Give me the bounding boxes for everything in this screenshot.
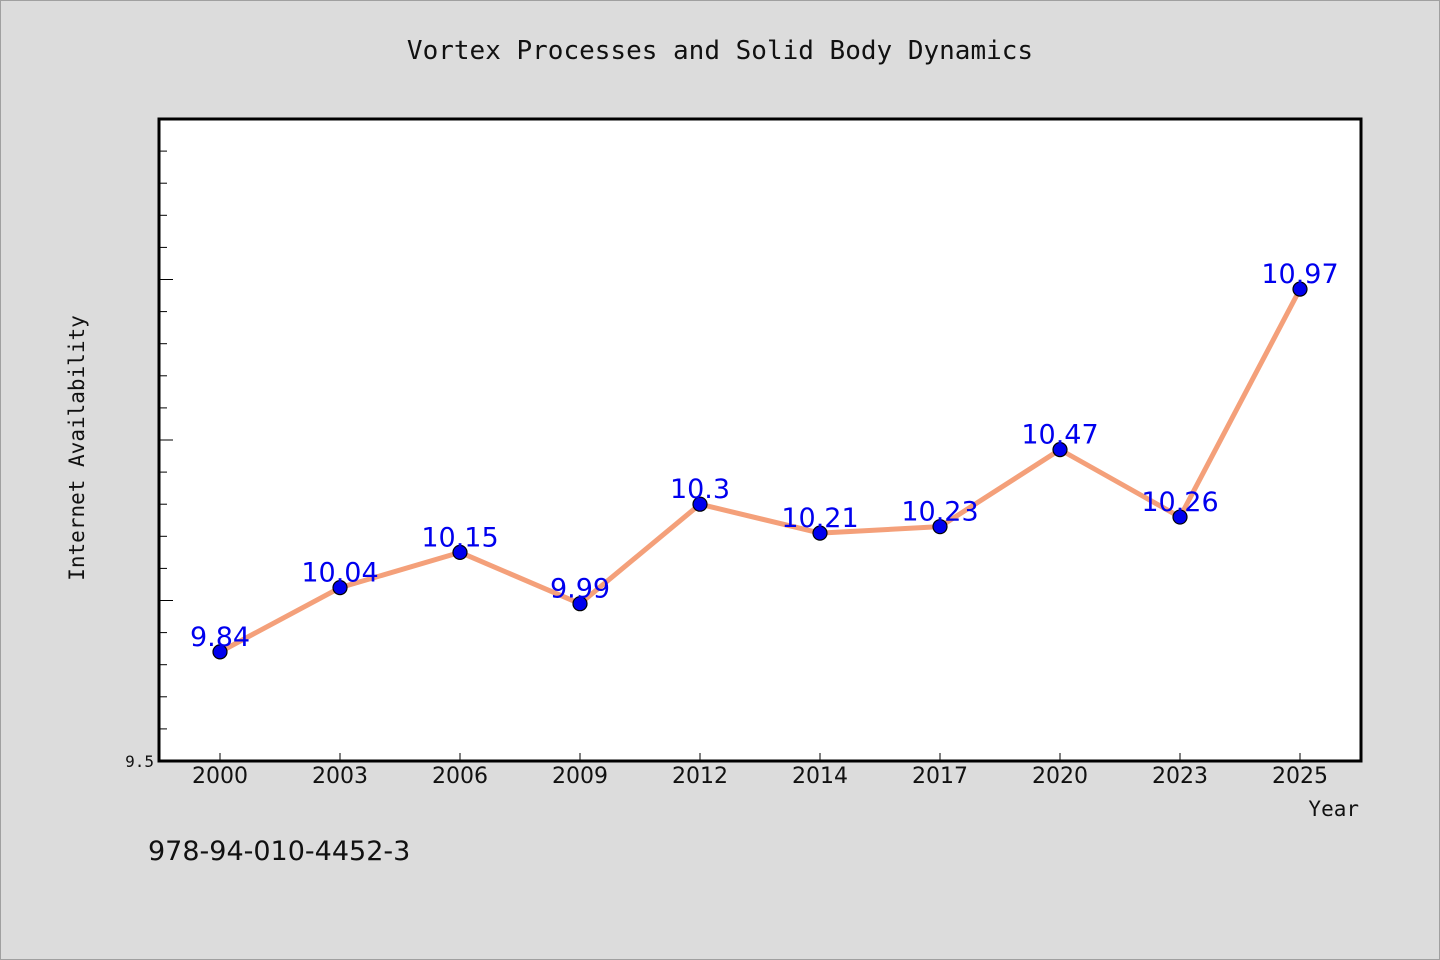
data-label: 10.47 (1021, 420, 1098, 451)
data-point (932, 519, 948, 535)
x-tick-label: 2009 (552, 764, 608, 789)
data-label: 10.15 (421, 522, 498, 553)
data-label: 9.99 (550, 574, 610, 605)
data-point (332, 580, 348, 596)
x-tick-label: 2014 (792, 764, 848, 789)
data-point (1292, 281, 1308, 297)
data-label: 10.3 (670, 474, 730, 505)
isbn-text: 978-94-010-4452-3 (148, 836, 411, 867)
data-label: 9.84 (190, 622, 250, 653)
y-tick-label: 9.5 (125, 752, 154, 771)
x-axis-ticks: 2000 2003 2006 2009 2012 2014 2017 2020 2023 2025 (192, 753, 1328, 789)
data-label: 10.97 (1261, 259, 1338, 290)
x-tick-label: 2000 (192, 764, 248, 789)
x-axis-label: Year (1308, 797, 1359, 821)
plot-area (157, 117, 1363, 763)
x-tick-label: 2006 (432, 764, 488, 789)
data-labels: 9.84 10.04 10.15 9.99 10.3 10.21 10.23 10.47 10.… (190, 259, 1339, 653)
data-point (212, 644, 228, 660)
x-tick-label: 2020 (1032, 764, 1088, 789)
x-tick-label: 2017 (912, 764, 968, 789)
data-label: 10.21 (781, 503, 858, 534)
series-line (217, 286, 1303, 655)
data-point (812, 525, 828, 541)
data-point (452, 544, 468, 560)
data-point (1052, 442, 1068, 458)
chart-title: Vortex Processes and Solid Body Dynamics (406, 36, 1034, 66)
data-label: 10.23 (901, 497, 978, 528)
x-tick-label: 2023 (1152, 764, 1208, 789)
y-axis-ticks (159, 150, 173, 730)
x-tick-label: 2012 (672, 764, 728, 789)
series-markers (212, 281, 1308, 660)
data-label: 10.26 (1141, 487, 1218, 518)
data-point (572, 596, 588, 612)
data-point (1172, 509, 1188, 525)
data-label: 10.04 (301, 558, 378, 589)
x-tick-label: 2025 (1272, 764, 1328, 789)
x-tick-label: 2003 (312, 764, 368, 789)
data-point (692, 496, 708, 512)
y-axis-label: Internet Availability (65, 315, 89, 581)
